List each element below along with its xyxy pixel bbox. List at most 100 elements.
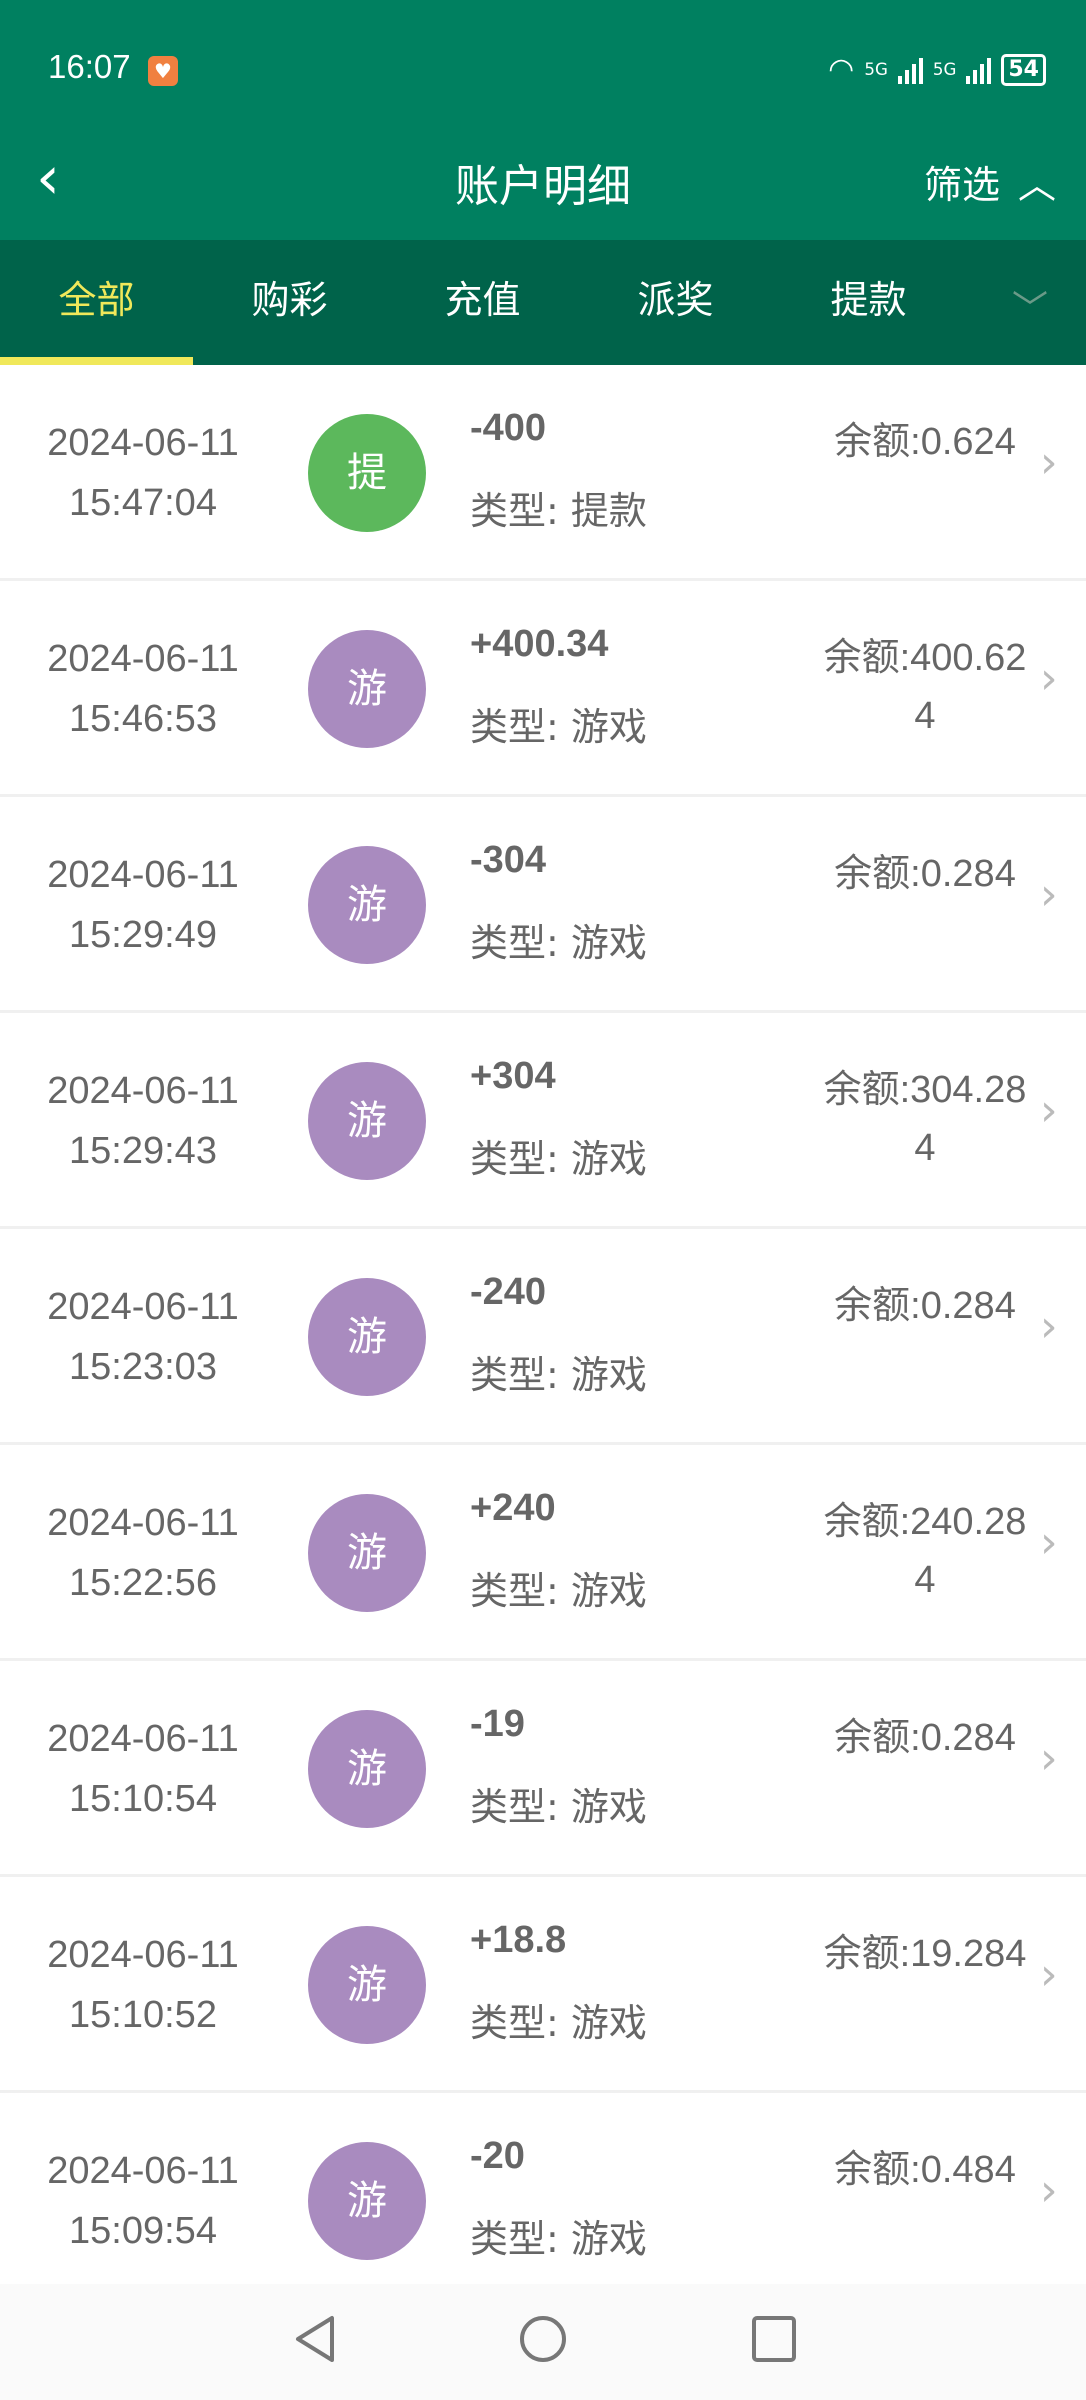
record-time: 15:22:56 xyxy=(69,1562,217,1604)
record-amount: -304 xyxy=(470,839,547,881)
chevron-right-icon: › xyxy=(1040,437,1058,488)
record-balance: 余额:0.284 xyxy=(834,1717,1016,1759)
battery-icon: 54 xyxy=(1001,53,1046,86)
nav-back-icon[interactable] xyxy=(290,2314,340,2368)
record-row[interactable]: 2024-06-11 15:29:43 游 +304 类型: 游戏 余额:304.… xyxy=(0,1013,1086,1229)
record-amount: +400.34 xyxy=(470,623,609,665)
record-type: 类型: 游戏 xyxy=(470,921,647,965)
nav-recents-icon[interactable] xyxy=(750,2314,800,2368)
record-balance: 余额:0.484 xyxy=(834,2149,1016,2191)
record-date: 2024-06-11 xyxy=(47,1286,239,1328)
record-type: 类型: 游戏 xyxy=(470,1785,647,1829)
record-type: 类型: 游戏 xyxy=(470,1353,647,1397)
tab-lottery[interactable]: 购彩 xyxy=(251,278,328,322)
record-type: 类型: 游戏 xyxy=(470,2217,647,2261)
type-badge-icon: 游 xyxy=(308,1494,426,1612)
chevron-up-icon: ︿ xyxy=(1017,163,1056,207)
signal-icon xyxy=(897,56,923,84)
record-row[interactable]: 2024-06-11 15:47:04 提 -400 类型: 提款 余额:0.62… xyxy=(0,365,1086,581)
record-datetime: 2024-06-11 15:10:52 xyxy=(18,1925,268,2045)
record-date: 2024-06-11 xyxy=(47,1718,239,1760)
tab-withdraw[interactable]: 提款 xyxy=(830,278,907,322)
record-time: 15:09:54 xyxy=(69,2210,217,2252)
tab-recharge[interactable]: 充值 xyxy=(444,278,521,322)
type-badge-icon: 游 xyxy=(308,1278,426,1396)
record-amount: +18.8 xyxy=(470,1919,567,1961)
record-amount: -19 xyxy=(470,1703,525,1745)
chevron-right-icon: › xyxy=(1040,1085,1058,1136)
record-row[interactable]: 2024-06-11 15:22:56 游 +240 类型: 游戏 余额:240.… xyxy=(0,1445,1086,1661)
record-row[interactable]: 2024-06-11 15:09:54 游 -20 类型: 游戏 余额:0.484… xyxy=(0,2093,1086,2309)
expand-tabs-chevron-icon[interactable]: ﹀ xyxy=(1011,289,1048,330)
record-datetime: 2024-06-11 15:10:54 xyxy=(18,1709,268,1829)
filter-button[interactable]: 筛选 ︿ xyxy=(924,154,1056,209)
network-type-2: 5G xyxy=(932,60,957,79)
record-balance: 余额:19.284 xyxy=(823,1933,1027,1975)
record-row[interactable]: 2024-06-11 15:10:52 游 +18.8 类型: 游戏 余额:19.… xyxy=(0,1877,1086,2093)
record-amount: -20 xyxy=(470,2135,525,2177)
record-row[interactable]: 2024-06-11 15:10:54 游 -19 类型: 游戏 余额:0.284… xyxy=(0,1661,1086,1877)
app-notification-icon: ♥ xyxy=(148,56,178,86)
record-amount: +240 xyxy=(470,1487,556,1529)
record-date: 2024-06-11 xyxy=(47,1502,239,1544)
category-tabs: 全部 购彩 充值 派奖 提款 ﹀ xyxy=(0,240,1086,365)
record-datetime: 2024-06-11 15:09:54 xyxy=(18,2141,268,2261)
record-date: 2024-06-11 xyxy=(47,1934,239,1976)
tab-all[interactable]: 全部 xyxy=(0,240,193,365)
back-chevron-icon[interactable]: ‹ xyxy=(36,143,60,213)
type-badge-icon: 游 xyxy=(308,1926,426,2044)
type-badge-icon: 游 xyxy=(308,846,426,964)
type-badge-icon: 提 xyxy=(308,414,426,532)
record-datetime: 2024-06-11 15:22:56 xyxy=(18,1493,268,1613)
record-amount: -400 xyxy=(470,407,547,449)
record-balance: 余额:400.624 xyxy=(823,637,1027,737)
status-bar: 16:07 ♥ ◠ 5G 5G 54 xyxy=(0,0,1086,120)
record-date: 2024-06-11 xyxy=(47,422,239,464)
clock: 16:07 xyxy=(48,48,131,85)
record-row[interactable]: 2024-06-11 15:46:53 游 +400.34 类型: 游戏 余额:4… xyxy=(0,581,1086,797)
record-balance: 余额:240.284 xyxy=(823,1501,1027,1601)
wifi-icon: ◠ xyxy=(828,52,855,87)
record-date: 2024-06-11 xyxy=(47,2150,239,2192)
record-time: 15:29:49 xyxy=(69,914,217,956)
record-datetime: 2024-06-11 15:23:03 xyxy=(18,1277,268,1397)
record-time: 15:23:03 xyxy=(69,1346,217,1388)
chevron-right-icon: › xyxy=(1040,1733,1058,1784)
record-date: 2024-06-11 xyxy=(47,638,239,680)
record-row[interactable]: 2024-06-11 15:29:49 游 -304 类型: 游戏 余额:0.28… xyxy=(0,797,1086,1013)
signal-icon xyxy=(966,56,992,84)
record-balance: 余额:0.284 xyxy=(834,1285,1016,1327)
record-balance: 余额:0.284 xyxy=(834,853,1016,895)
record-type: 类型: 游戏 xyxy=(470,1569,647,1613)
record-time: 15:10:52 xyxy=(69,1994,217,2036)
record-datetime: 2024-06-11 15:29:43 xyxy=(18,1061,268,1181)
record-time: 15:29:43 xyxy=(69,1130,217,1172)
network-type-1: 5G xyxy=(864,60,888,79)
record-balance: 余额:304.284 xyxy=(823,1069,1027,1169)
type-badge-icon: 游 xyxy=(308,630,426,748)
record-time: 15:46:53 xyxy=(69,698,217,740)
record-time: 15:47:04 xyxy=(69,482,217,524)
tab-prize[interactable]: 派奖 xyxy=(637,278,714,322)
chevron-right-icon: › xyxy=(1040,2165,1058,2216)
type-badge-icon: 游 xyxy=(308,1710,426,1828)
record-time: 15:10:54 xyxy=(69,1778,217,1820)
record-type: 类型: 游戏 xyxy=(470,705,647,749)
type-badge-icon: 游 xyxy=(308,2142,426,2260)
record-datetime: 2024-06-11 15:46:53 xyxy=(18,629,268,749)
system-icons: ◠ 5G 5G 54 xyxy=(828,52,1046,87)
record-amount: -240 xyxy=(470,1271,547,1313)
record-balance: 余额:0.624 xyxy=(834,421,1016,463)
chevron-right-icon: › xyxy=(1040,653,1058,704)
chevron-right-icon: › xyxy=(1040,1517,1058,1568)
chevron-right-icon: › xyxy=(1040,1949,1058,2000)
record-type: 类型: 游戏 xyxy=(470,2001,647,2045)
record-row[interactable]: 2024-06-11 15:23:03 游 -240 类型: 游戏 余额:0.28… xyxy=(0,1229,1086,1445)
nav-home-icon[interactable] xyxy=(518,2314,568,2368)
record-amount: +304 xyxy=(470,1055,556,1097)
app-header: ‹ 账户明细 筛选 ︿ xyxy=(0,120,1086,240)
page-title: 账户明细 xyxy=(455,161,631,212)
record-datetime: 2024-06-11 15:47:04 xyxy=(18,413,268,533)
chevron-right-icon: › xyxy=(1040,869,1058,920)
record-date: 2024-06-11 xyxy=(47,854,239,896)
